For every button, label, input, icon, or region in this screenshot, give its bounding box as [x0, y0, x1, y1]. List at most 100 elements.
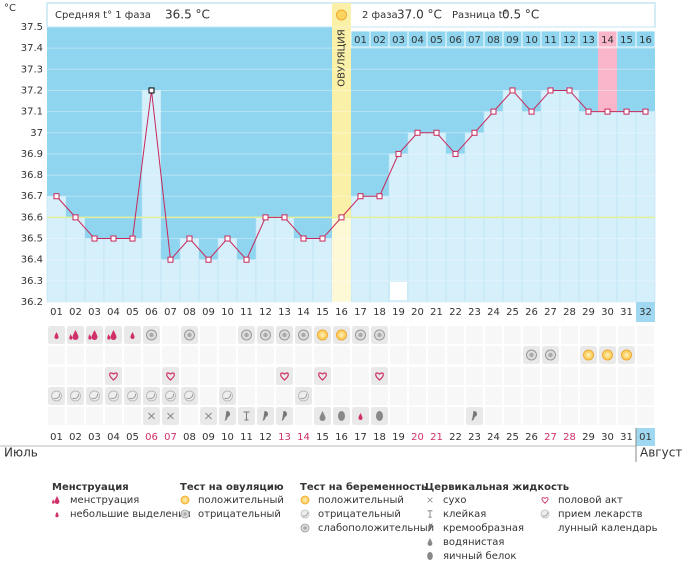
symbol-cell	[409, 387, 426, 405]
icon-part	[542, 524, 547, 532]
x-tick-label: 18	[373, 307, 386, 318]
symbol-cell	[523, 407, 540, 425]
symbol-cell	[162, 326, 179, 344]
symbol-cell	[447, 367, 464, 385]
symbol-cell	[561, 367, 578, 385]
icon-part	[541, 497, 549, 504]
point	[604, 108, 611, 115]
symbol-cell	[238, 367, 255, 385]
symbol-cell	[637, 326, 654, 344]
phase2-day: 05	[430, 35, 443, 46]
y-tick-label: 36.9	[21, 149, 43, 160]
symbol-cell	[390, 387, 407, 405]
point	[528, 108, 535, 115]
column-bg	[180, 27, 199, 302]
calendar-date: 25	[506, 432, 519, 443]
symbol-cell	[409, 326, 426, 344]
icon-creamy	[262, 410, 269, 421]
symbol-cell	[181, 407, 198, 425]
icon-sticky	[427, 510, 433, 518]
bar	[521, 111, 542, 303]
symbol-cell	[428, 346, 445, 364]
icon-pweak	[526, 349, 537, 361]
icon-part	[224, 410, 231, 421]
icon-drops	[52, 496, 60, 504]
moon-cell	[390, 282, 407, 300]
symbol-cell	[48, 367, 65, 385]
symbol-cell	[295, 407, 312, 425]
legend-item: сухо	[443, 495, 466, 506]
calendar-date: 01	[50, 432, 63, 443]
calendar-date: 26	[525, 432, 538, 443]
icon-part	[165, 390, 176, 402]
x-tick-label: 23	[468, 307, 481, 318]
symbol-cell	[409, 367, 426, 385]
column-bg	[104, 27, 123, 302]
point	[433, 129, 440, 136]
legend-item: небольшие выделения	[70, 509, 191, 520]
icon-part	[320, 332, 325, 338]
phase2-label: 2 фаза	[362, 10, 398, 21]
symbol-cell	[352, 367, 369, 385]
symbol-cell	[238, 387, 255, 405]
column-bg	[237, 27, 256, 302]
icon-part	[358, 332, 363, 338]
icon-part	[148, 393, 156, 400]
icon-part	[303, 526, 307, 530]
calendar-date: 09	[202, 432, 215, 443]
symbol-cell	[542, 387, 559, 405]
phase2-day-cell	[635, 30, 656, 48]
legend-title: Тест на беременность	[300, 481, 427, 493]
x-tick-label: 13	[278, 307, 291, 318]
symbol-cell	[466, 387, 483, 405]
symbol-cell	[447, 346, 464, 364]
symbol-cell	[200, 387, 217, 405]
symbol-cell	[447, 387, 464, 405]
calendar-date: 15	[316, 432, 329, 443]
icon-part	[54, 332, 59, 339]
x-tick-label: 15	[316, 307, 329, 318]
symbol-cell	[257, 367, 274, 385]
symbol-cell	[67, 346, 84, 364]
calendar-date: 22	[449, 432, 462, 443]
symbol-cell	[257, 387, 274, 405]
diff-value: 0.5 °C	[502, 8, 539, 22]
x-tick-label: 31	[620, 307, 633, 318]
bar	[312, 238, 333, 303]
point	[129, 235, 136, 242]
icon-part	[427, 552, 433, 560]
symbol-bg	[105, 367, 122, 385]
symbol-cell	[542, 367, 559, 385]
icon-part	[222, 390, 233, 402]
symbol-cell	[485, 407, 502, 425]
symbol-cell	[580, 407, 597, 425]
symbol-cell	[86, 367, 103, 385]
symbol-cell	[390, 367, 407, 385]
symbol-cell	[219, 367, 236, 385]
legend-item: слабоположительный	[318, 523, 434, 534]
symbol-cell	[561, 387, 578, 405]
symbol-cell	[599, 326, 616, 344]
calendar-date: 03	[88, 432, 101, 443]
icon-part	[529, 352, 534, 358]
icon-oneg	[180, 509, 190, 519]
symbol-cell	[542, 407, 559, 425]
icon-dry	[148, 412, 155, 420]
icon-part	[127, 390, 138, 402]
symbol-cell	[409, 407, 426, 425]
phase2-day: 02	[373, 35, 386, 46]
symbol-cell	[637, 407, 654, 425]
icon-part	[205, 412, 212, 420]
point	[281, 214, 288, 221]
icon-part	[184, 390, 195, 402]
symbol-cell	[295, 367, 312, 385]
symbol-cell	[162, 346, 179, 364]
symbol-cell	[295, 346, 312, 364]
icon-dsmall	[358, 413, 363, 420]
x-tick-label: 29	[582, 307, 595, 318]
calendar-date: 23	[468, 432, 481, 443]
phase2-day: 08	[487, 35, 500, 46]
ovulation-label: ОВУЛЯЦИЯ	[337, 29, 348, 87]
icon-part	[302, 512, 308, 517]
symbol-cell	[523, 326, 540, 344]
